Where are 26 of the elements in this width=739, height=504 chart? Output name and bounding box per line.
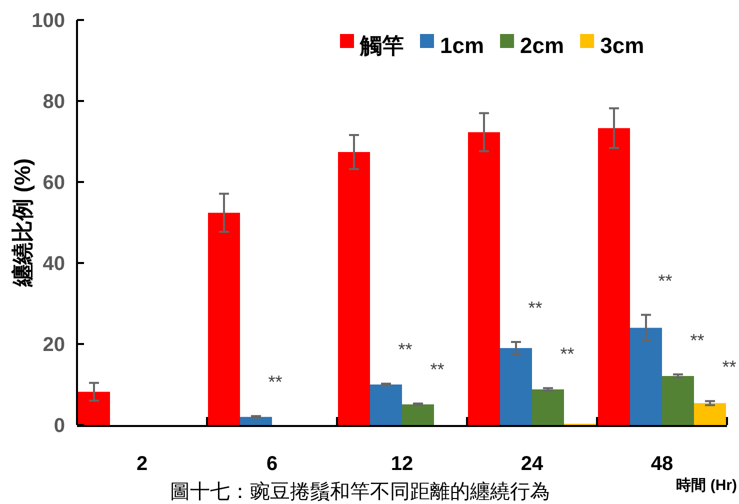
annotation: **	[528, 298, 542, 318]
annotation: **	[658, 270, 672, 291]
y-tick-label: 100	[32, 10, 65, 32]
x-tick-label: 48	[650, 453, 674, 475]
text: 圖十七：豌豆捲鬚和竿不同距離的纏繞行為	[170, 481, 550, 503]
x-tick-label: 24	[520, 453, 544, 475]
annotation: **	[268, 372, 282, 392]
y-tick-label: 20	[42, 334, 65, 356]
y-tick-label: 60	[42, 172, 65, 194]
y-axis-title: 纏繞比例 (%)	[10, 158, 35, 288]
legend-label: 3cm	[600, 33, 644, 58]
y-tick-label: 80	[42, 91, 65, 113]
x-tick-label: 6	[266, 453, 278, 475]
x-tick-label: 2	[136, 453, 148, 475]
legend-label: 觸竿	[359, 33, 404, 58]
x-tick-label: 12	[390, 453, 414, 475]
legend-label: 1cm	[440, 33, 484, 58]
annotation: **	[722, 357, 736, 378]
annotation: **	[560, 344, 574, 364]
annotation: **	[690, 330, 704, 350]
annotation: **	[398, 340, 412, 360]
legend-label: 2cm	[520, 33, 564, 58]
y-tick-label: 40	[42, 253, 65, 275]
y-tick-label: 0	[54, 415, 65, 437]
annotation: **	[430, 360, 444, 380]
x-axis-title: 時間 (Hr)	[676, 477, 738, 494]
